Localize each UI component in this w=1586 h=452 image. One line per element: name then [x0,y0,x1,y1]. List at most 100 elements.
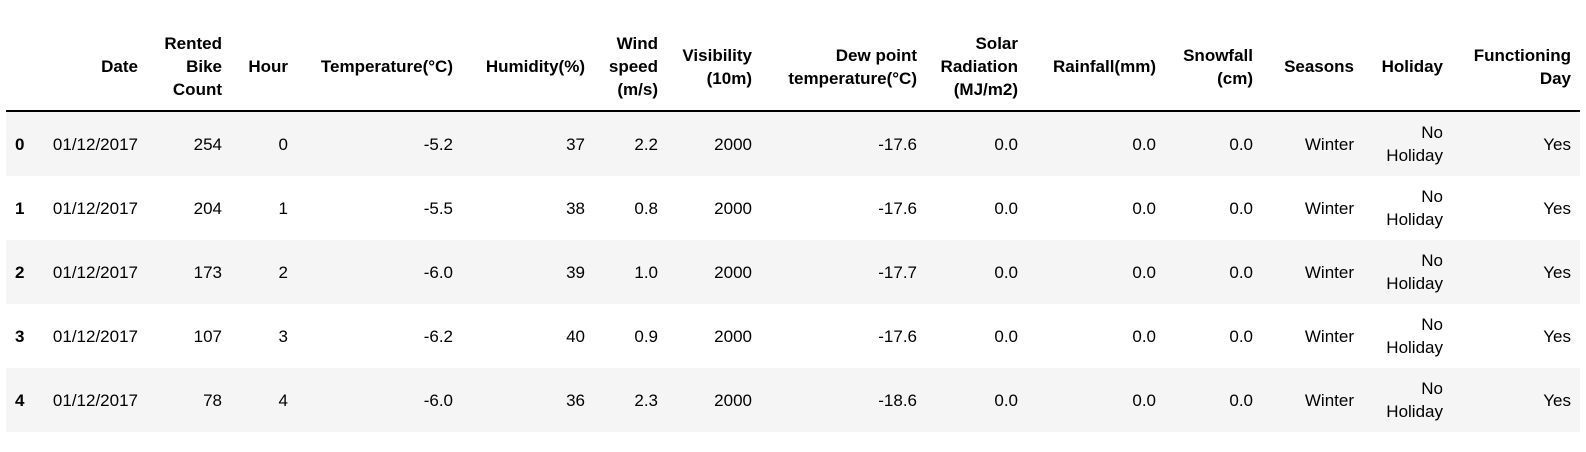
table-row: 1 01/12/2017 204 1 -5.5 38 0.8 2000 -17.6 0.0 0.0 0… [6,176,1580,240]
table-cell: 40 [566,326,585,346]
table-cell: 0.9 [634,326,658,346]
table-cell: Yes [1543,198,1571,218]
header-row: Date Rented Bike Count Hour Temperature(°C)… [6,23,1580,112]
table-cell: 78 [203,390,222,410]
table-cell: No Holiday [1386,315,1443,357]
table-cell: 0.0 [1229,326,1253,346]
table-cell: 2000 [714,134,752,154]
table-row: 2 01/12/2017 173 2 -6.0 39 1.0 2000 -17.7 0.0 0.0 0… [6,240,1580,304]
table-cell: Winter [1304,390,1354,410]
table-row: 4 01/12/2017 78 4 -6.0 36 2.3 2000 -18.6 0.0 0.0 0.… [6,368,1580,432]
table-cell: 2000 [714,262,752,282]
table-cell: 0.0 [1229,262,1253,282]
column-header: Humidity(%) [462,23,594,112]
table-cell: 2000 [714,390,752,410]
column-header: Solar Radiation (MJ/m2) [926,23,1027,112]
table-body: 0 01/12/2017 254 0 -5.2 37 2.2 2000 -17.6 0.0 0.0 0… [6,111,1580,432]
table-cell: Yes [1543,262,1571,282]
table-cell: Yes [1543,390,1571,410]
table-cell: -5.2 [423,134,453,154]
column-header: Rainfall(mm) [1027,23,1165,112]
notebook-output-area: Date Rented Bike Count Hour Temperature(°C)… [6,23,1580,432]
table-cell: 38 [566,198,585,218]
table-cell: 01/12/2017 [52,326,138,346]
column-header: Temperature(°C) [297,23,462,112]
column-header: Rented Bike Count [147,23,231,112]
column-header: Date [40,23,147,112]
table-cell: 01/12/2017 [52,198,138,218]
table-cell: 0.0 [1229,198,1253,218]
column-header: Dew point temperature(°C) [761,23,926,112]
column-header: Visibility (10m) [667,23,761,112]
table-cell: Winter [1304,134,1354,154]
row-index: 2 [15,262,25,282]
table-cell: 4 [278,390,288,410]
table-cell: 2.2 [634,134,658,154]
table-cell: 0.0 [1229,390,1253,410]
table-cell: 254 [193,134,222,154]
table-cell: Winter [1304,198,1354,218]
column-header: Snowfall (cm) [1165,23,1262,112]
table-cell: 1.0 [634,262,658,282]
table-cell: 01/12/2017 [52,262,138,282]
table-cell: -17.6 [878,134,917,154]
table-cell: 0.0 [1132,134,1156,154]
table-cell: -5.5 [423,198,453,218]
table-header: Date Rented Bike Count Hour Temperature(°C)… [6,23,1580,112]
table-cell: 0.0 [1132,390,1156,410]
table-cell: Yes [1543,134,1571,154]
row-index: 3 [15,326,25,346]
table-cell: 36 [566,390,585,410]
table-row: 3 01/12/2017 107 3 -6.2 40 0.9 2000 -17.6 0.0 0.0 0… [6,304,1580,368]
table-cell: -17.6 [878,326,917,346]
table-cell: 0.0 [994,390,1018,410]
table-cell: 0.0 [1132,262,1156,282]
table-cell: 1 [278,198,288,218]
table-cell: -6.2 [423,326,453,346]
table-cell: 39 [566,262,585,282]
table-cell: 3 [278,326,288,346]
table-cell: 0.0 [994,326,1018,346]
table-cell: 2000 [714,326,752,346]
table-cell: 204 [193,198,222,218]
table-cell: 0.0 [994,134,1018,154]
table-cell: 0.0 [1132,326,1156,346]
table-cell: Winter [1304,262,1354,282]
column-header: Seasons [1262,23,1363,112]
table-cell: No Holiday [1386,379,1443,421]
table-cell: -6.0 [423,390,453,410]
table-cell: 0.0 [994,198,1018,218]
table-cell: 107 [193,326,222,346]
table-cell: No Holiday [1386,251,1443,293]
table-cell: -18.6 [878,390,917,410]
table-cell: 01/12/2017 [52,390,138,410]
table-cell: 0 [278,134,288,154]
column-header: Hour [231,23,297,112]
table-cell: 0.8 [634,198,658,218]
table-cell: 2 [278,262,288,282]
table-cell: Yes [1543,326,1571,346]
table-cell: 0.0 [1229,134,1253,154]
table-cell: -17.6 [878,198,917,218]
table-cell: -6.0 [423,262,453,282]
row-index: 1 [15,198,25,218]
column-header: Holiday [1363,23,1452,112]
row-index: 4 [15,390,25,410]
table-cell: No Holiday [1386,187,1443,229]
table-cell: 0.0 [994,262,1018,282]
table-cell: No Holiday [1386,123,1443,165]
table-cell: 0.0 [1132,198,1156,218]
row-index: 0 [15,134,25,154]
table-cell: 01/12/2017 [52,134,138,154]
table-cell: 2.3 [634,390,658,410]
table-cell: 37 [566,134,585,154]
index-column-header [6,23,40,112]
table-cell: -17.7 [878,262,917,282]
table-cell: 2000 [714,198,752,218]
table-row: 0 01/12/2017 254 0 -5.2 37 2.2 2000 -17.6 0.0 0.0 0… [6,111,1580,176]
column-header: Functioning Day [1452,23,1580,112]
table-cell: 173 [193,262,222,282]
column-header: Wind speed (m/s) [594,23,667,112]
table-cell: Winter [1304,326,1354,346]
dataframe-table: Date Rented Bike Count Hour Temperature(°C)… [6,23,1580,432]
